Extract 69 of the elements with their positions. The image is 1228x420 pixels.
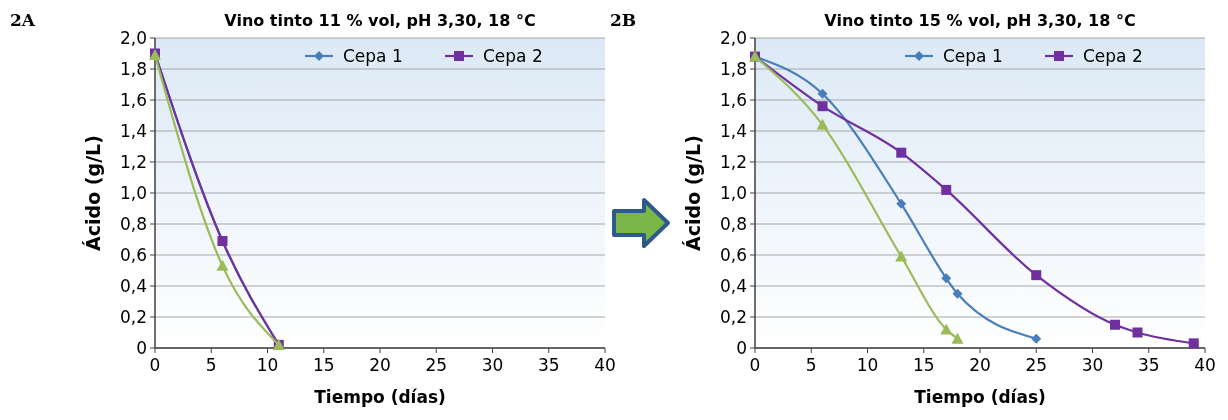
point [1132,327,1143,338]
y-tick-label: 0 [136,338,147,358]
y-tick-label: 0,8 [119,214,147,234]
y-tick-label: 2,0 [119,28,147,48]
y-axis-title: Ácido (g/L) [82,135,104,251]
y-tick-label: 0,6 [719,245,747,265]
y-tick-label: 0 [736,338,747,358]
legend-label: Cepa 1 [343,46,403,66]
point [896,147,907,158]
y-tick-label: 0,4 [719,276,747,296]
x-axis-title: Tiempo (días) [914,387,1046,407]
point [951,332,964,344]
point [1031,270,1042,281]
x-tick-label: 25 [1025,355,1048,375]
x-tick-label: 5 [205,355,217,375]
x-tick-label: 35 [537,355,560,375]
point [817,88,828,99]
x-tick-label: 0 [749,355,761,375]
point [817,101,828,112]
x-tick-label: 10 [856,355,879,375]
x-tick-label: 25 [425,355,448,375]
y-tick-label: 1,2 [719,152,747,172]
x-tick-label: 40 [594,355,616,375]
legend-label: Cepa 1 [943,46,1003,66]
y-tick-label: 1,0 [719,183,747,203]
x-tick-label: 20 [369,355,391,375]
x-tick-label: 40 [1194,355,1216,375]
y-tick-label: 1,4 [119,121,147,141]
x-tick-label: 5 [805,355,817,375]
y-tick-label: 0,4 [119,276,147,296]
point [952,288,963,299]
point [895,250,908,262]
x-tick-label: 15 [312,355,335,375]
point [940,323,953,335]
y-tick-label: 0,8 [719,214,747,234]
x-tick-label: 20 [969,355,991,375]
y-tick-label: 1,6 [719,90,747,110]
point [816,118,829,130]
x-tick-label: 30 [481,355,504,375]
point [941,273,952,284]
y-tick-label: 2,0 [719,28,747,48]
point [216,259,229,271]
y-tick-label: 1,2 [119,152,147,172]
y-tick-label: 0,2 [719,307,747,327]
y-tick-label: 1,8 [119,59,147,79]
y-tick-label: 1,0 [119,183,147,203]
y-axis-title: Ácido (g/L) [682,135,704,251]
text: 2A [10,10,36,30]
chart-title: Vino tinto 11 % vol, pH 3,30, 18 °C [224,11,536,30]
y-tick-label: 0,2 [119,307,147,327]
text: 2B [610,10,637,30]
x-tick-label: 15 [912,355,935,375]
y-tick-label: 1,4 [719,121,747,141]
y-tick-label: 0,6 [119,245,147,265]
point [896,198,907,209]
point [1031,333,1042,344]
legend-label: Cepa 2 [483,46,543,66]
point [1110,319,1120,330]
y-tick-label: 1,8 [719,59,747,79]
x-tick-label: 30 [1081,355,1104,375]
x-tick-label: 10 [256,355,279,375]
x-axis-title: Tiempo (días) [314,387,446,407]
point [1188,338,1199,349]
point [941,184,952,195]
x-tick-label: 0 [149,355,161,375]
y-tick-label: 1,6 [119,90,147,110]
x-tick-label: 35 [1137,355,1160,375]
chart-title: Vino tinto 15 % vol, pH 3,30, 18 °C [824,11,1136,30]
legend-label: Cepa 2 [1083,46,1143,66]
